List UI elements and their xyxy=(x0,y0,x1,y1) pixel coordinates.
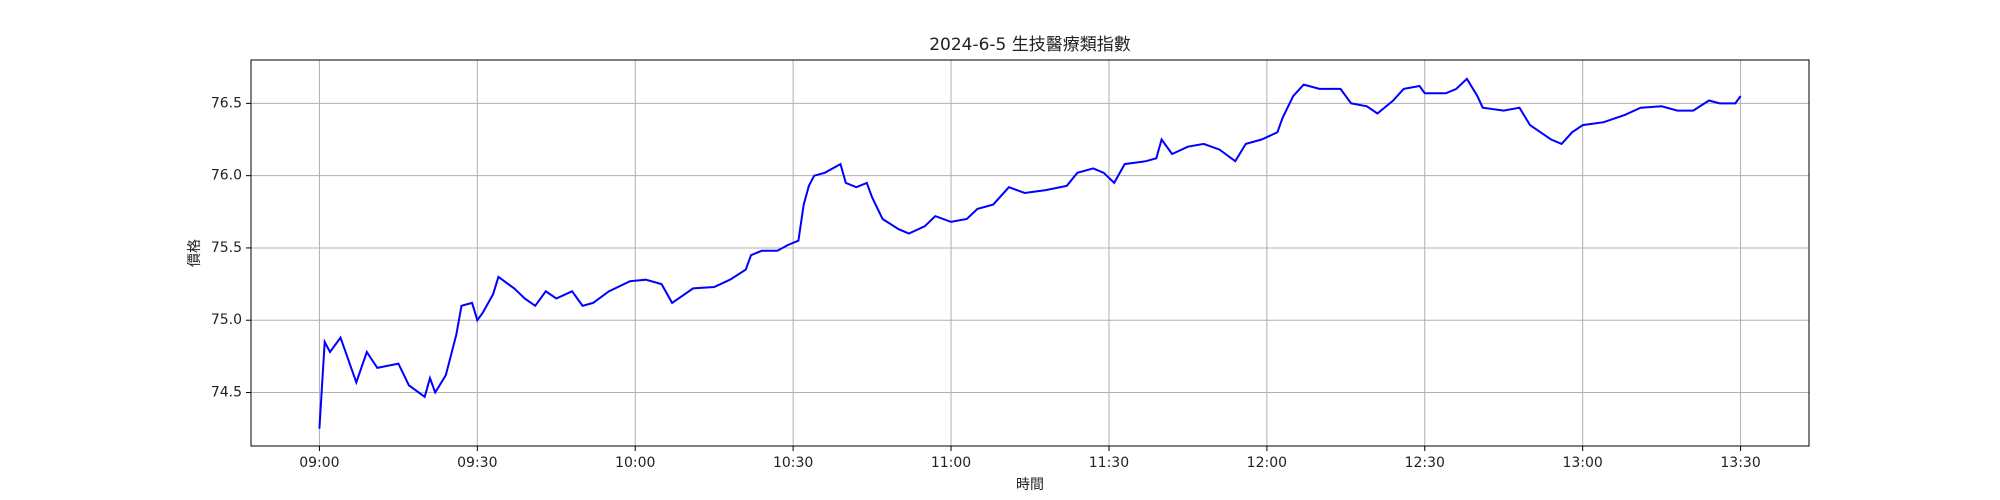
x-axis-label: 時間 xyxy=(1016,477,1044,493)
x-tick-label: 12:30 xyxy=(1405,455,1445,471)
y-tick-label: 75.5 xyxy=(211,240,242,256)
x-tick-label: 11:00 xyxy=(931,455,971,471)
y-axis-label: 價格 xyxy=(186,239,203,267)
data-line xyxy=(318,77,1742,429)
x-tick-label: 09:00 xyxy=(299,455,339,471)
y-tick-label: 76.5 xyxy=(211,95,242,111)
y-tick-label: 74.5 xyxy=(211,385,242,401)
x-tick-label: 12:00 xyxy=(1247,455,1287,471)
x-tick-label: 09:30 xyxy=(457,455,497,471)
x-tick-label: 13:30 xyxy=(1720,455,1760,471)
chart-title: 2024-6-5 生技醫療類指數 xyxy=(929,35,1131,55)
y-tick-label: 76.0 xyxy=(211,168,242,184)
x-tick-label: 10:30 xyxy=(773,455,813,471)
x-tick-label: 13:00 xyxy=(1562,455,1602,471)
y-tick-label: 75.0 xyxy=(211,312,242,328)
x-tick-label: 11:30 xyxy=(1089,455,1129,471)
x-tick-label: 10:00 xyxy=(615,455,655,471)
plot-frame xyxy=(250,59,1810,447)
